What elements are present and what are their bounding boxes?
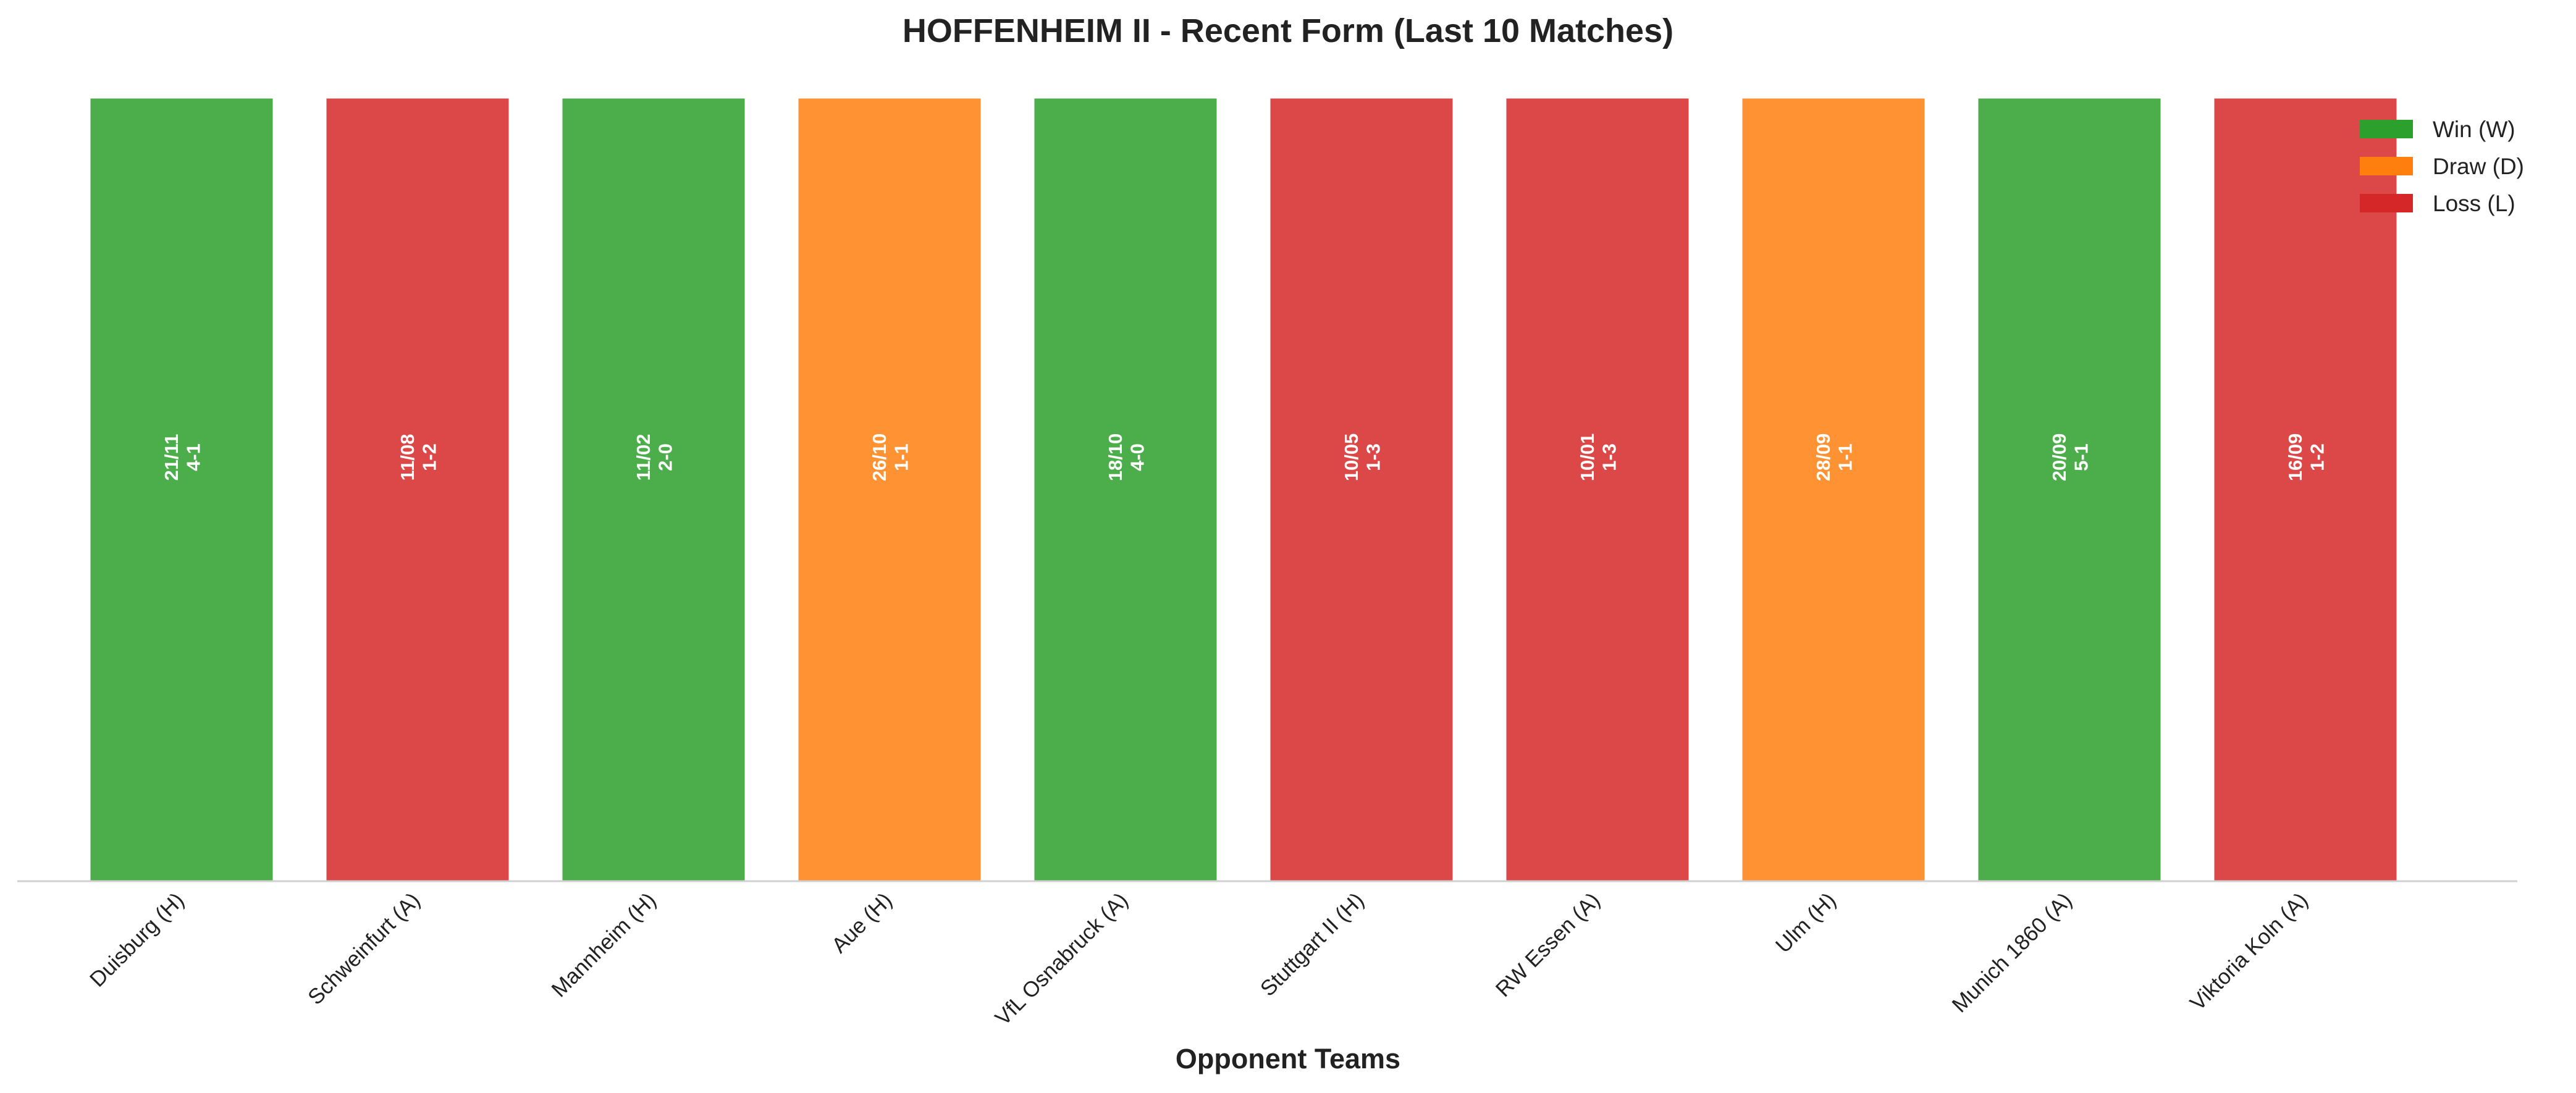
- bar-2: [324, 96, 511, 882]
- x-tick-label-3: Mannheim (H): [547, 888, 660, 1002]
- x-tick-label-2: Schweinfurt (A): [303, 888, 425, 1010]
- bar-5: [1032, 96, 1219, 882]
- legend-label-d: Draw (D): [2433, 154, 2524, 179]
- bar-labels-group: 21/114-1 11/081-2 11/022-0 26/101-1 18/104-0…: [161, 433, 2328, 482]
- bar-label-10: 16/091-2: [2284, 433, 2328, 482]
- bar-label-1: 21/114-1: [161, 434, 204, 481]
- x-tick-label-1: Duisburg (H): [85, 888, 189, 992]
- x-tick-label-9: Munich 1860 (A): [1947, 888, 2076, 1017]
- bars-group: [88, 96, 2399, 882]
- legend-swatch-w: [2360, 120, 2413, 138]
- bar-3: [560, 96, 747, 882]
- bar-label-8: 28/091-1: [1812, 433, 1856, 482]
- x-axis-label: Opponent Teams: [1176, 1043, 1400, 1074]
- legend-label-l: Loss (L): [2433, 191, 2515, 216]
- legend-swatch-d: [2360, 157, 2413, 175]
- x-tick-label-4: Aue (H): [827, 888, 897, 958]
- x-tick-label-10: Viktoria Koln (A): [2186, 888, 2313, 1015]
- bar-label-7: 10/011-3: [1576, 433, 1620, 482]
- bar-4: [796, 96, 983, 882]
- bar-1: [88, 96, 275, 882]
- bar-9: [1976, 96, 2163, 882]
- bar-7: [1504, 96, 1691, 882]
- legend-swatch-l: [2360, 194, 2413, 212]
- x-tick-label-6: Stuttgart II (H): [1256, 888, 1369, 1001]
- bar-10: [2212, 96, 2399, 882]
- chart-title: HOFFENHEIM II - Recent Form (Last 10 Mat…: [903, 12, 1673, 49]
- x-tick-labels: Duisburg (H) Schweinfurt (A) Mannheim (H) A…: [85, 888, 2313, 1030]
- bar-label-6: 10/051-3: [1341, 433, 1384, 482]
- bar-label-3: 11/022-0: [633, 434, 676, 481]
- bar-8: [1740, 96, 1927, 882]
- x-tick-label-8: Ulm (H): [1771, 888, 1841, 958]
- bar-label-2: 11/081-2: [397, 434, 440, 481]
- bar-label-4: 26/101-1: [869, 433, 912, 482]
- x-tick-label-5: VfL Osnabruck (A): [990, 888, 1132, 1030]
- x-tick-label-7: RW Essen (A): [1491, 888, 1605, 1002]
- legend: Win (W) Draw (D) Loss (L): [2360, 117, 2524, 216]
- legend-label-w: Win (W): [2433, 117, 2515, 142]
- bar-label-9: 20/095-1: [2048, 433, 2092, 482]
- bar-6: [1268, 96, 1455, 882]
- bar-label-5: 18/104-0: [1105, 433, 1148, 482]
